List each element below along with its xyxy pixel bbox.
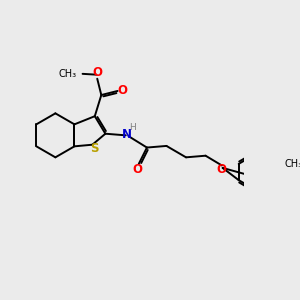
Text: CH₃: CH₃ <box>59 69 77 79</box>
Text: CH₃: CH₃ <box>285 159 300 169</box>
Text: H: H <box>129 123 136 132</box>
Text: S: S <box>91 142 99 155</box>
Text: N: N <box>122 128 132 141</box>
Text: O: O <box>217 163 227 176</box>
Text: O: O <box>118 84 128 97</box>
Text: O: O <box>92 66 102 79</box>
Text: O: O <box>132 163 142 176</box>
